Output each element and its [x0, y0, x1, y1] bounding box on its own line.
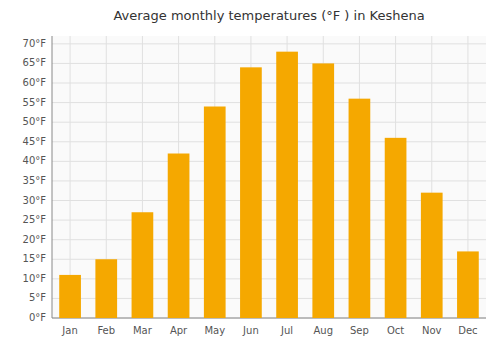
bar	[168, 154, 190, 319]
bar	[240, 67, 262, 318]
bar	[204, 107, 226, 319]
x-tick-label: Nov	[422, 325, 442, 336]
axes: 0°F 5°F 10°F 15°F 20°F 25°F 30°F 35°F 40°F 45°F 50…	[23, 36, 486, 336]
y-tick-label: 25°F	[23, 214, 47, 225]
y-tick-label: 50°F	[23, 116, 47, 127]
bar	[312, 63, 334, 318]
y-grid-line	[52, 63, 486, 64]
y-tick-label: 0°F	[29, 312, 46, 323]
y-grid-line	[52, 122, 486, 123]
y-grid-line	[52, 161, 486, 162]
y-tick-label: 45°F	[23, 136, 47, 147]
x-tick-label: Apr	[170, 325, 188, 336]
x-tick-label: Dec	[458, 325, 477, 336]
bar	[59, 275, 81, 318]
bars	[59, 52, 479, 318]
y-tick-label: 10°F	[23, 273, 47, 284]
y-tick-label: 70°F	[23, 38, 47, 49]
y-grid-line	[52, 102, 486, 103]
y-tick-label: 55°F	[23, 97, 47, 108]
x-tick-label: Jun	[242, 325, 259, 336]
y-grid-line	[52, 180, 486, 181]
y-tick-label: 30°F	[23, 195, 47, 206]
x-tick-label: Jan	[61, 325, 77, 336]
y-tick-label: 65°F	[23, 57, 47, 68]
y-tick-label: 15°F	[23, 253, 47, 264]
bar	[457, 251, 479, 318]
grid	[52, 36, 486, 318]
x-tick-label: Mar	[133, 325, 153, 336]
y-tick-label: 35°F	[23, 175, 47, 186]
bar	[421, 193, 443, 318]
y-grid-line	[52, 141, 486, 142]
y-tick-label: 40°F	[23, 155, 47, 166]
y-tick-label: 20°F	[23, 234, 47, 245]
x-tick-label: Oct	[387, 325, 404, 336]
x-tick-label: May	[204, 325, 225, 336]
chart-container: 0°F 5°F 10°F 15°F 20°F 25°F 30°F 35°F 40°F 45°F 50…	[0, 0, 500, 350]
y-grid-line	[52, 83, 486, 84]
bar	[276, 52, 298, 318]
bar	[95, 259, 117, 318]
y-axis-line	[52, 36, 53, 318]
x-tick-label: Sep	[350, 325, 369, 336]
plot-background	[52, 36, 486, 318]
bar	[349, 99, 371, 318]
y-tick-label: 5°F	[29, 292, 46, 303]
x-tick-label: Aug	[313, 325, 333, 336]
x-tick-label: Jul	[280, 325, 293, 336]
bar	[385, 138, 407, 318]
y-grid-line	[52, 43, 486, 44]
chart-svg: 0°F 5°F 10°F 15°F 20°F 25°F 30°F 35°F 40°F 45°F 50…	[0, 0, 500, 350]
bar	[132, 212, 154, 318]
x-tick-label: Feb	[97, 325, 115, 336]
chart-title: Average monthly temperatures (°F ) in Ke…	[113, 8, 424, 23]
y-tick-label: 60°F	[23, 77, 47, 88]
